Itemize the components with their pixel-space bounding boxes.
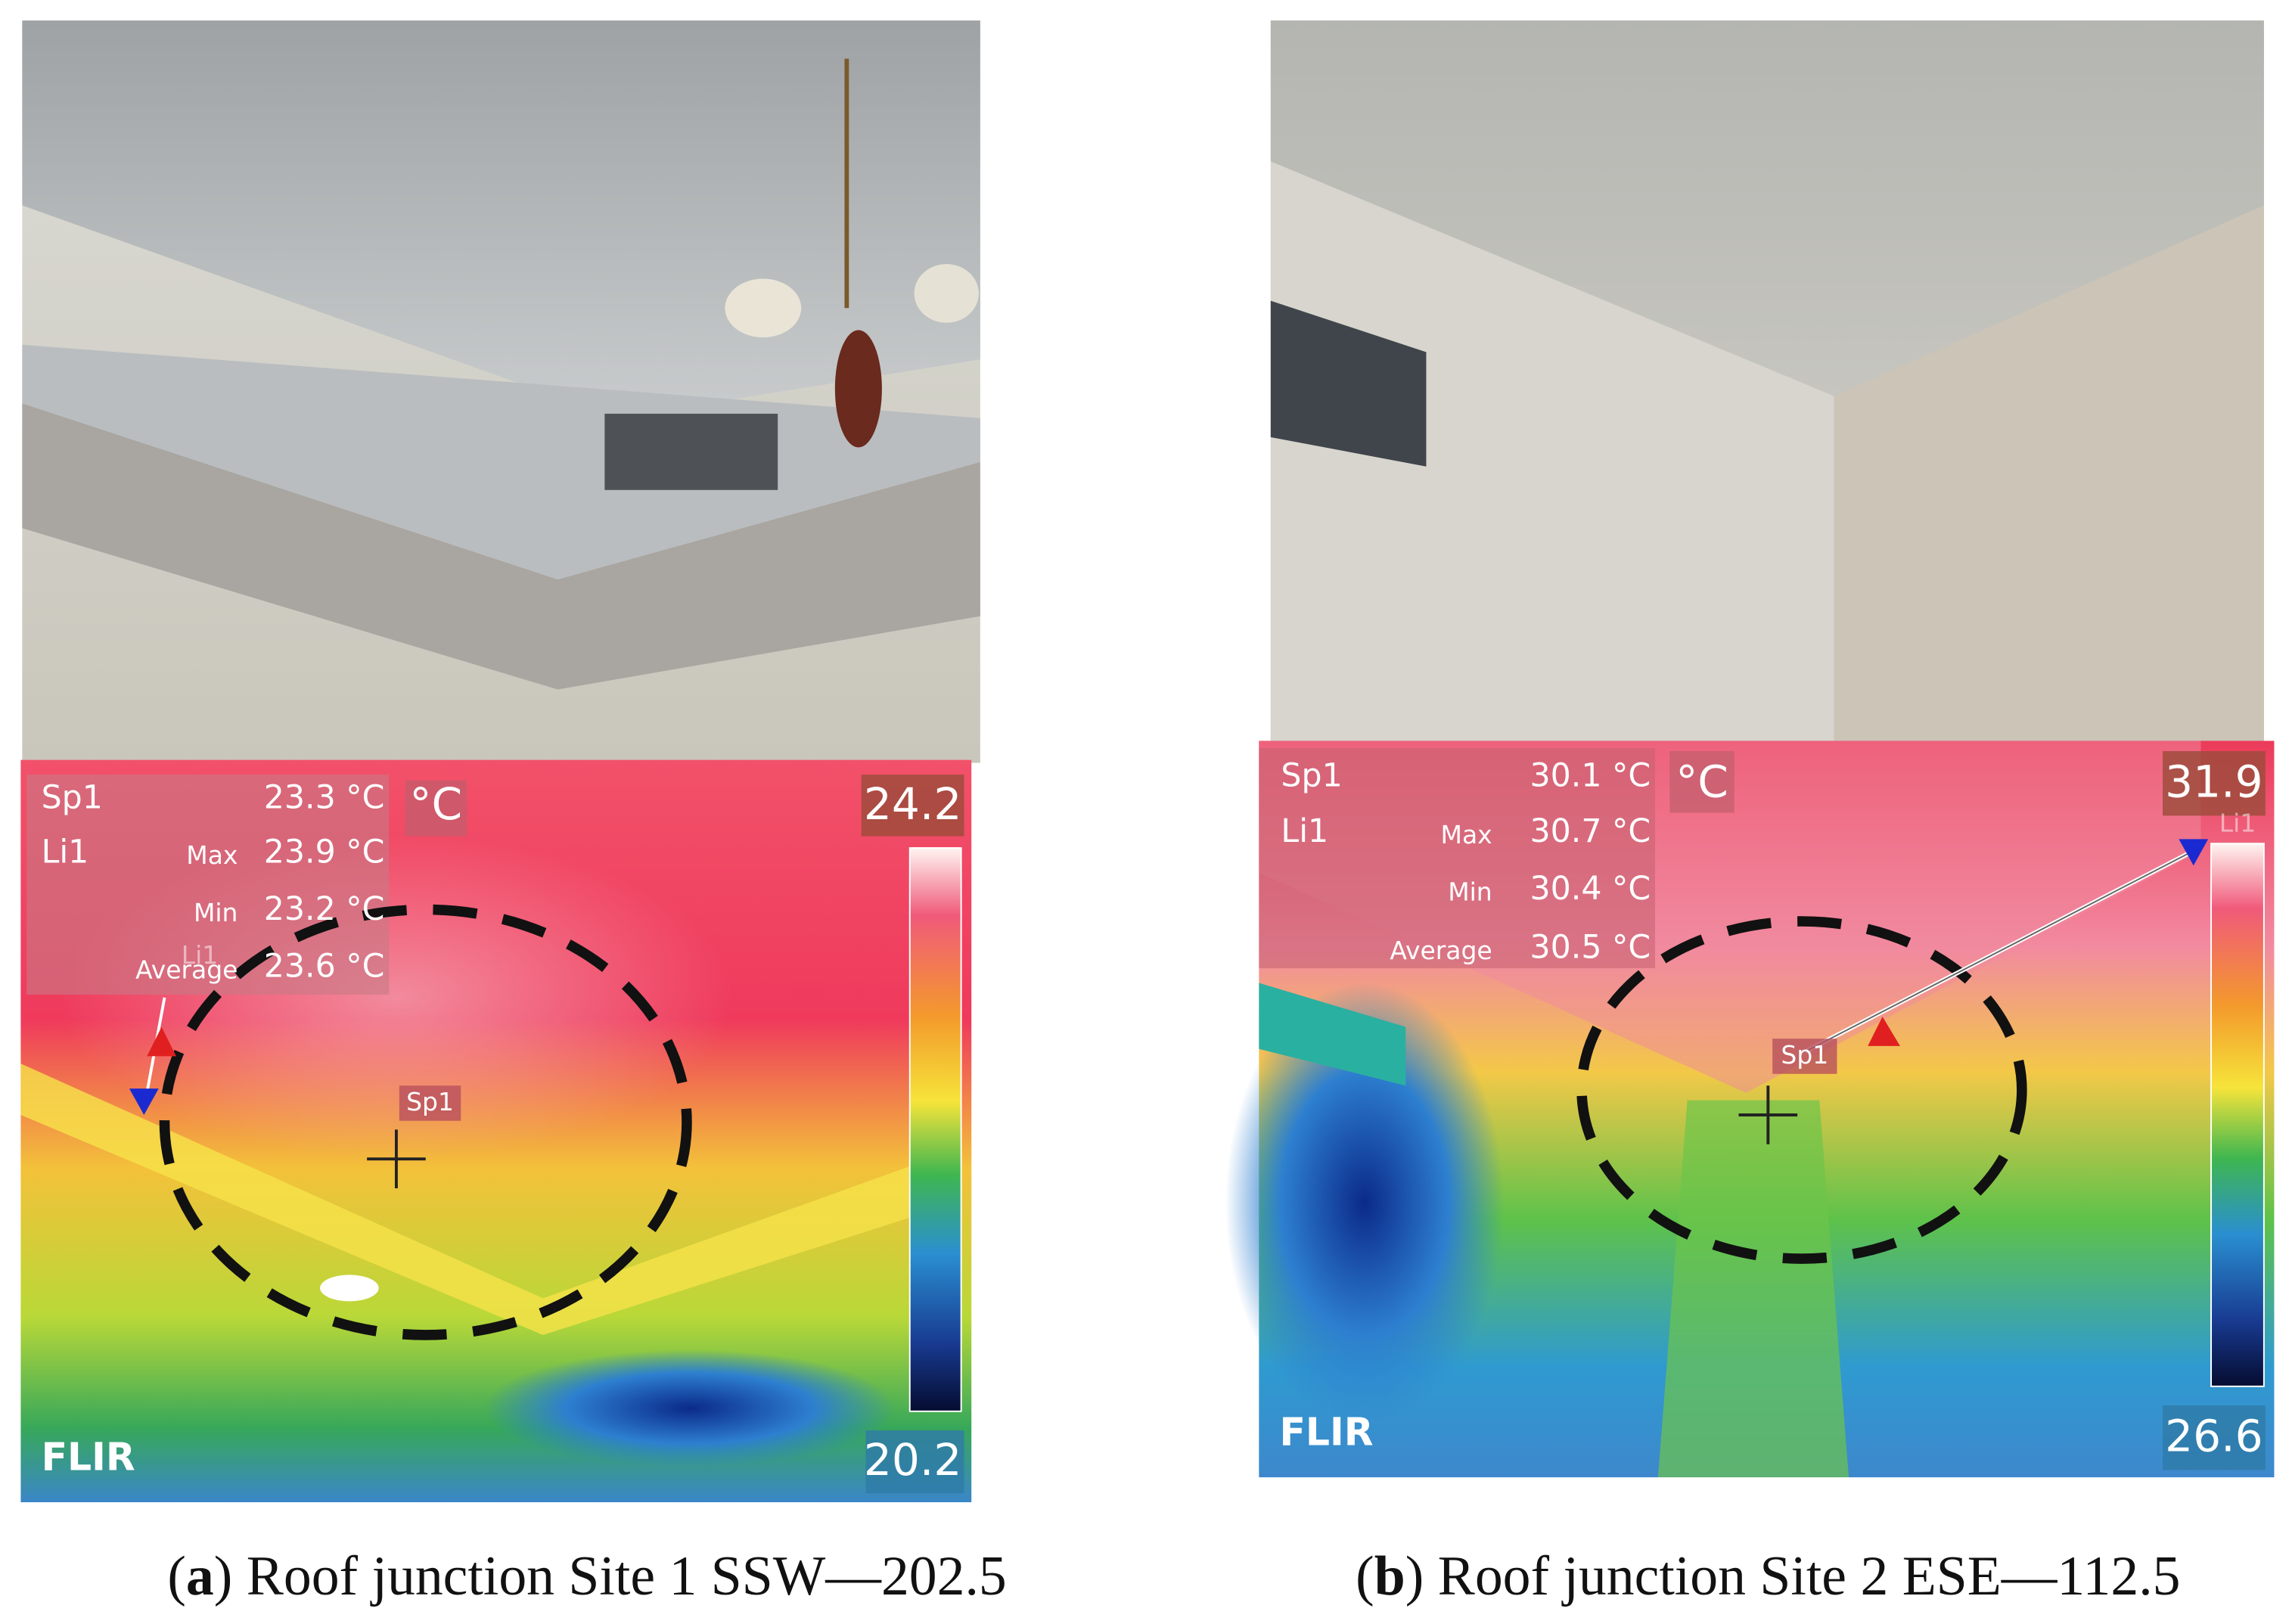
caption-text: ) Roof junction Site 2 ESE—112.5: [1405, 1545, 2181, 1607]
caption-text: ) Roof junction Site 1 SSW—202.5: [214, 1545, 1007, 1607]
unit: °C: [409, 778, 462, 830]
line-name: Li1: [1281, 812, 1328, 850]
thermal-a: [20, 759, 972, 1503]
scale-max: 31.9: [2165, 756, 2263, 808]
scale-min: 20.2: [864, 1434, 962, 1486]
avg-label: Average: [1390, 936, 1492, 965]
avg-value: 30.5 °C: [1530, 928, 1651, 966]
min-label: Min: [1448, 877, 1492, 907]
max-value: 23.9 °C: [264, 833, 385, 871]
highlight-ellipse: [1576, 916, 2027, 1264]
caption-b: (b) Roof junction Site 2 ESE—112.5: [1356, 1545, 2180, 1607]
max-label: Max: [1441, 820, 1492, 849]
line-name: Li1: [42, 833, 89, 871]
min-value: 30.4 °C: [1530, 870, 1651, 908]
unit: °C: [1676, 756, 1728, 808]
readout-a: Sp1 23.3 °C Li1 Max 23.9 °C Min 23.2 °C …: [42, 778, 962, 1486]
spot-value: 23.3 °C: [264, 779, 385, 817]
spot-name: Sp1: [1281, 756, 1342, 794]
max-label: Max: [186, 840, 238, 870]
readout-b: Sp1 30.1 °C Li1 Max 30.7 °C Min 30.4 °C …: [1279, 756, 2262, 1462]
photo-b: [1270, 20, 2264, 741]
min-label: Min: [194, 898, 238, 927]
photo-a: [22, 20, 980, 763]
caption-open: (: [1356, 1545, 1374, 1607]
min-value: 23.2 °C: [264, 890, 385, 928]
caption-letter: a: [186, 1545, 214, 1607]
line-marker: Li1: [2219, 808, 2256, 837]
spot-value: 30.1 °C: [1530, 756, 1651, 794]
thermal-b: [1225, 741, 2275, 1478]
line-marker: Li1: [182, 940, 219, 970]
logo: FLIR: [42, 1434, 135, 1479]
avg-label: Average: [135, 955, 238, 984]
avg-value: 23.6 °C: [264, 948, 385, 986]
logo: FLIR: [1279, 1409, 1373, 1454]
scale-min: 26.6: [2165, 1411, 2263, 1462]
highlight-ellipse: [159, 904, 692, 1340]
spot-marker: Sp1: [1781, 1040, 1828, 1070]
scale-max: 24.2: [864, 778, 962, 830]
caption-letter: b: [1374, 1545, 1405, 1607]
spot-marker: Sp1: [406, 1087, 454, 1116]
spot-name: Sp1: [42, 779, 103, 817]
caption-a: (a) Roof junction Site 1 SSW—202.5: [167, 1545, 1006, 1607]
caption-open: (: [167, 1545, 186, 1607]
max-value: 30.7 °C: [1530, 812, 1651, 850]
